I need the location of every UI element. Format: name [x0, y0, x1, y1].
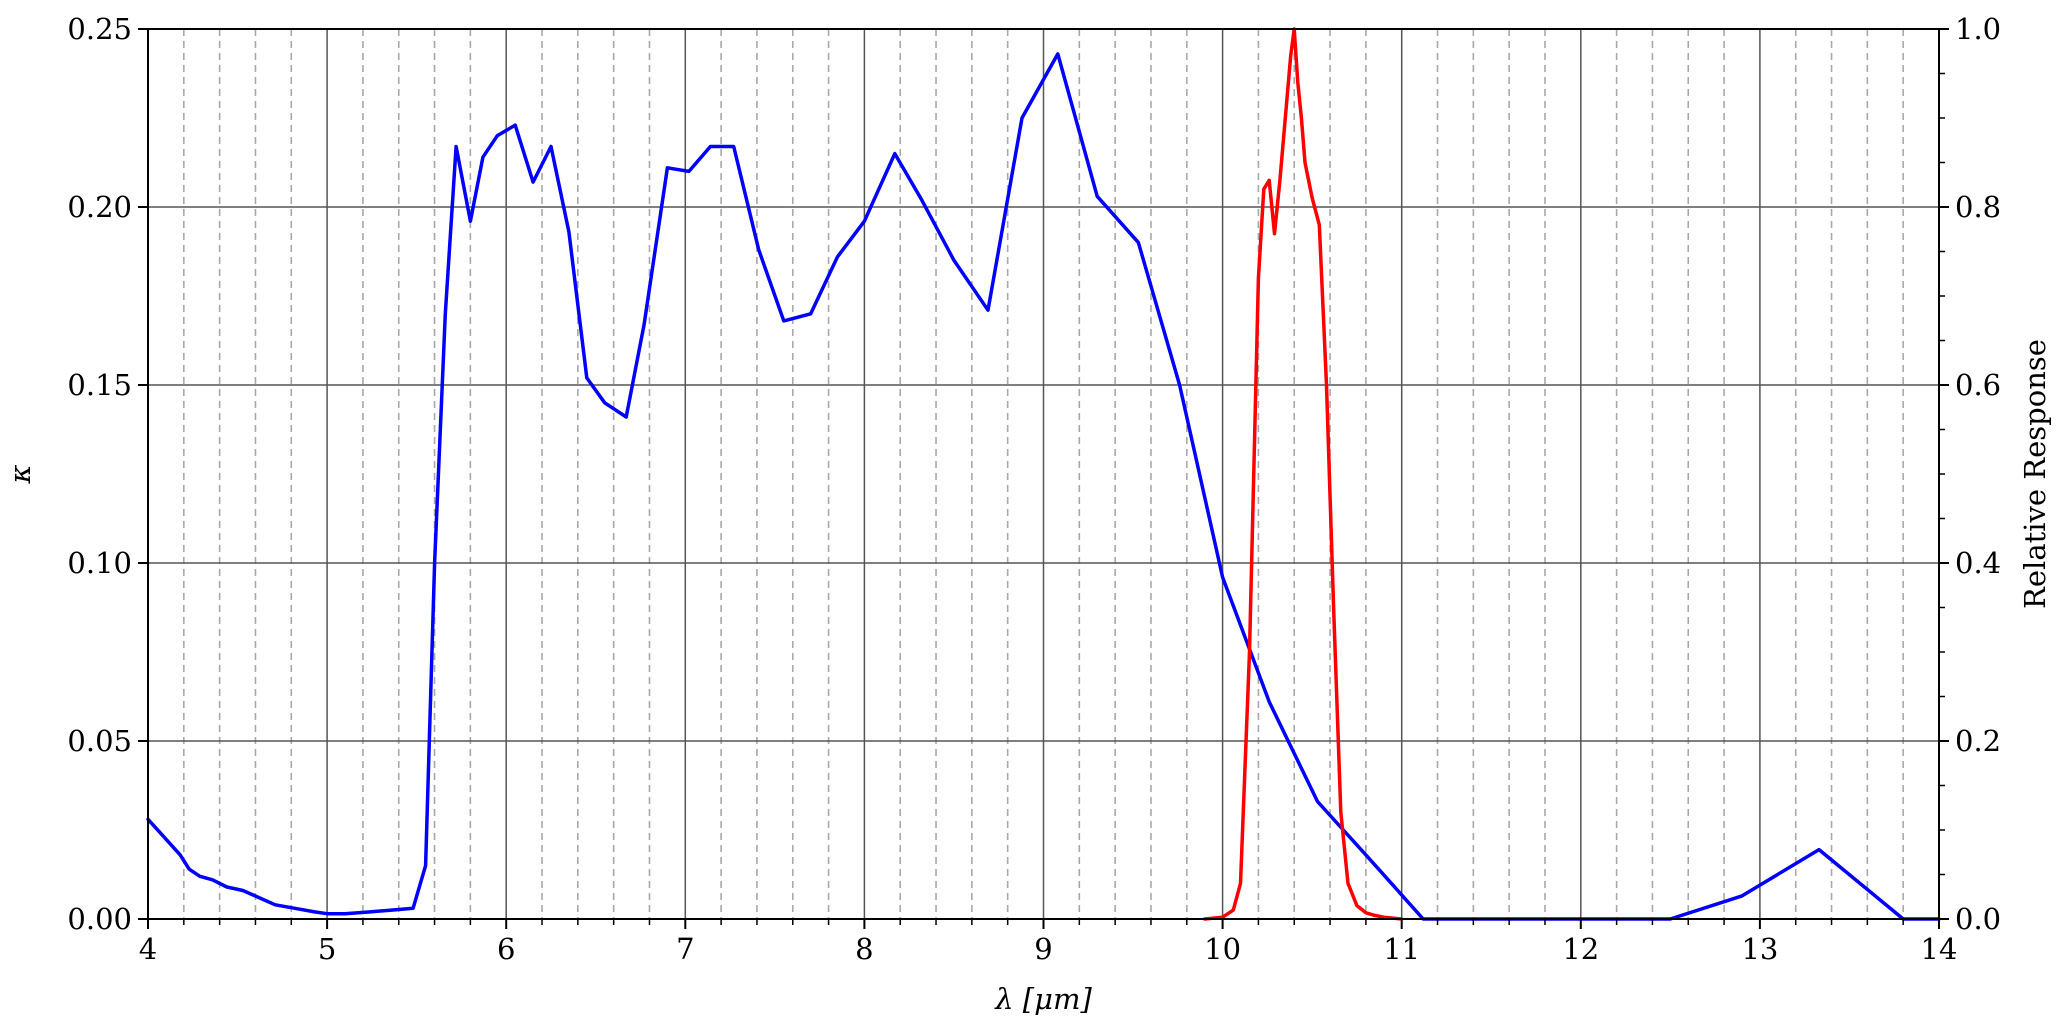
y-axis-right-label: Relative Response	[2018, 339, 2052, 609]
y-right-tick-label: 1.0	[1955, 12, 2001, 46]
y-left-tick-label: 0.00	[67, 902, 132, 936]
minor-gridlines	[183, 29, 1904, 919]
relative-response-line	[1202, 27, 1404, 921]
y-right-tick-label: 0.4	[1955, 546, 2001, 580]
y-left-tick-label: 0.15	[67, 368, 132, 402]
x-tick-label: 5	[318, 932, 336, 966]
x-tick-label: 4	[139, 932, 157, 966]
kappa-line	[146, 52, 1941, 921]
y-axis-left-label: κ	[3, 464, 37, 484]
major-gridlines	[147, 29, 1940, 919]
x-tick-label: 11	[1383, 932, 1420, 966]
x-tick-label: 9	[1034, 932, 1052, 966]
y-left-tick-label: 0.10	[67, 546, 132, 580]
y-left-tick-label: 0.20	[67, 190, 132, 224]
y-left-tick-label: 0.05	[67, 724, 132, 758]
ticks-layer	[138, 28, 1949, 929]
x-tick-label: 14	[1921, 932, 1958, 966]
x-tick-label: 6	[497, 932, 515, 966]
x-tick-label: 8	[855, 932, 873, 966]
x-tick-label: 13	[1741, 932, 1778, 966]
y-right-tick-label: 0.8	[1955, 190, 2001, 224]
series-layer	[146, 27, 1941, 921]
y-left-tick-label: 0.25	[67, 12, 132, 46]
x-tick-label: 10	[1204, 932, 1241, 966]
tick-labels-layer: 4 5 6 7 8 9 10 11 12 13 14 0.00 0.05 0.10 0.15 0.20 0.25…	[67, 12, 2001, 966]
x-axis-label: λ [μm]	[994, 982, 1092, 1016]
y-right-tick-label: 0.2	[1955, 724, 2001, 758]
y-right-tick-label: 0.6	[1955, 368, 2001, 402]
y-right-tick-label: 0.0	[1955, 902, 2001, 936]
x-tick-label: 7	[676, 932, 694, 966]
x-tick-label: 12	[1562, 932, 1599, 966]
